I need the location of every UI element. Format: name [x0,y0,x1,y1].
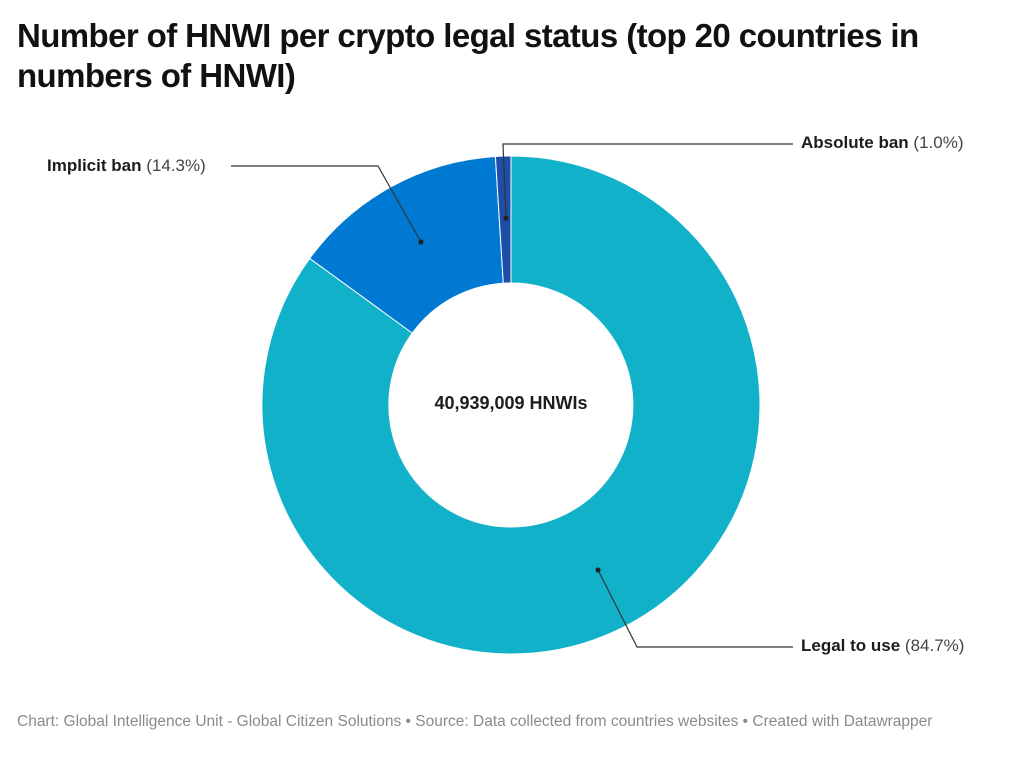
label-name: Implicit ban [47,156,142,175]
label-implicit-ban: Implicit ban (14.3%) [47,156,206,176]
leader-dots [418,215,601,573]
chart-title: Number of HNWI per crypto legal status (… [17,17,919,94]
label-name: Absolute ban [801,133,909,152]
label-pct: (14.3%) [146,156,206,175]
slice-absolute-ban [494,155,512,284]
label-legal-to-use: Legal to use (84.7%) [801,636,964,656]
center-total-label: 40,939,009 HNWIs [434,393,588,413]
label-pct: (1.0%) [913,133,964,152]
label-absolute-ban: Absolute ban (1.0%) [801,133,963,153]
chart-footer: Chart: Global Intelligence Unit - Global… [17,713,933,730]
label-pct: (84.7%) [904,636,965,655]
label-name: Legal to use [801,636,901,655]
slice-legal-to-use [261,155,761,655]
slice-implicit-ban [309,155,504,334]
leader-lines [231,143,793,648]
